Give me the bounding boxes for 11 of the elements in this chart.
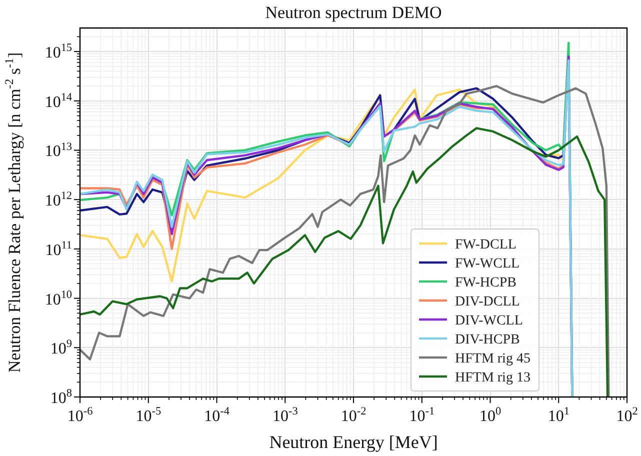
chart-title: Neutron spectrum DEMO [265, 3, 442, 22]
legend-label: DIV-WCLL [455, 314, 523, 328]
legend-label: DIV-DCLL [455, 294, 520, 310]
legend-label: HFTM rig 45 [455, 352, 530, 366]
legend-label: HFTM rig 13 [455, 370, 530, 386]
legend-label: FW-DCLL [455, 238, 516, 252]
legend-label: DIV-HCPB [455, 332, 520, 348]
legend-label: FW-WCLL [455, 256, 520, 272]
legend-label: FW-HCPB [455, 276, 516, 290]
x-axis-title: Neutron Energy [MeV] [269, 432, 438, 452]
y-axis-title: Neutron Fluence Rate per Lethargy [n cm-2 s-1] [2, 52, 24, 373]
